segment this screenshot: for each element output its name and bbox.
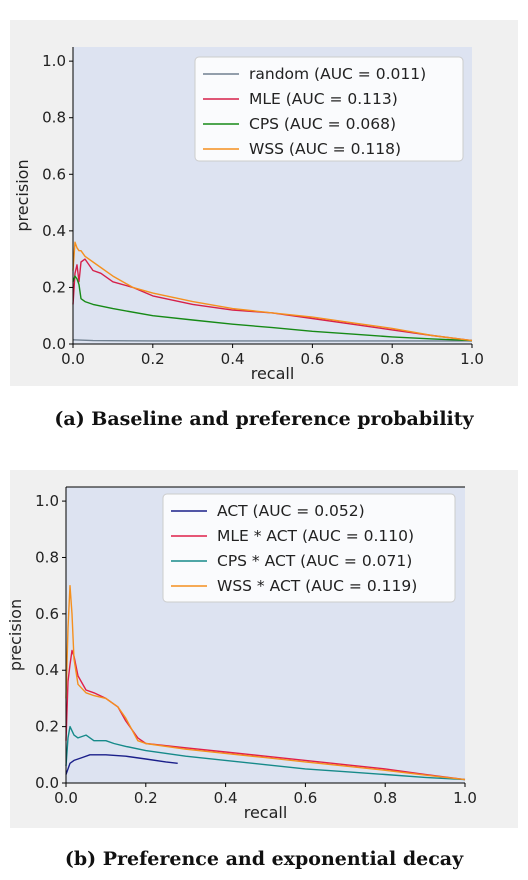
x-axis-label: recall bbox=[244, 803, 288, 822]
x-tick-label: 0.2 bbox=[134, 789, 158, 807]
legend-entry: MLE * ACT (AUC = 0.110) bbox=[217, 527, 414, 545]
x-axis-label: recall bbox=[251, 364, 295, 383]
caption-a: (a) Baseline and preference probability bbox=[54, 408, 474, 430]
legend-entry: random (AUC = 0.011) bbox=[249, 65, 426, 83]
x-tick-label: 0.2 bbox=[141, 350, 165, 368]
x-tick-label: 0.4 bbox=[214, 789, 238, 807]
series-line-wss-act bbox=[65, 585, 466, 781]
legend-entry: CPS * ACT (AUC = 0.071) bbox=[217, 552, 412, 570]
x-tick-label: 0.6 bbox=[300, 350, 324, 368]
legend-box bbox=[194, 56, 464, 162]
y-tick-label: 0.8 bbox=[35, 548, 59, 566]
x-tick-label: 0.8 bbox=[380, 350, 404, 368]
y-axis-label: precision bbox=[6, 599, 25, 671]
x-tick-label: 0.0 bbox=[54, 789, 78, 807]
x-tick-label: 1.0 bbox=[460, 350, 484, 368]
x-tick-label: 0.0 bbox=[61, 350, 85, 368]
y-tick-label: 0.6 bbox=[35, 605, 59, 623]
legend-entry: WSS (AUC = 0.118) bbox=[249, 140, 401, 158]
y-tick-label: 0.2 bbox=[35, 718, 59, 736]
legend-entry: ACT (AUC = 0.052) bbox=[217, 502, 365, 520]
chart-a: 0.0 0.2 0.4 0.6 0.8 1.0 0.0 0.2 0.4 0.6 0.8 1.0 reca… bbox=[13, 47, 484, 383]
chart-b: 0.0 0.2 0.4 0.6 0.8 1.0 0.0 0.2 0.4 0.6 0.8 1.0 reca… bbox=[6, 486, 477, 822]
y-tick-label: 0.4 bbox=[35, 661, 59, 679]
x-tick-label: 0.8 bbox=[373, 789, 397, 807]
series-line-cps bbox=[72, 275, 473, 342]
x-tick-label: 0.6 bbox=[293, 789, 317, 807]
y-tick-label: 0.2 bbox=[42, 278, 66, 296]
series-line-wss bbox=[72, 241, 473, 342]
y-tick-label: 0.0 bbox=[35, 774, 59, 792]
y-tick-label: 0.8 bbox=[42, 109, 66, 127]
y-tick-label: 0.6 bbox=[42, 165, 66, 183]
y-tick-label: 0.0 bbox=[42, 335, 66, 353]
y-tick-label: 1.0 bbox=[35, 492, 59, 510]
x-tick-label: 1.0 bbox=[453, 789, 477, 807]
y-tick-label: 0.4 bbox=[42, 222, 66, 240]
legend-entry: WSS * ACT (AUC = 0.119) bbox=[217, 577, 417, 595]
legend-entry: MLE (AUC = 0.113) bbox=[249, 90, 398, 108]
legend-entry: CPS (AUC = 0.068) bbox=[249, 115, 396, 133]
series-line-mle-act bbox=[65, 649, 466, 781]
series-line-cps-act bbox=[65, 725, 466, 781]
caption-b: (b) Preference and exponential decay bbox=[64, 848, 464, 870]
y-axis-label: precision bbox=[13, 159, 32, 231]
series-line-random bbox=[72, 339, 472, 342]
series-line-act bbox=[65, 754, 178, 775]
y-tick-label: 1.0 bbox=[42, 52, 66, 70]
legend-box bbox=[162, 493, 456, 603]
x-tick-label: 0.4 bbox=[221, 350, 245, 368]
